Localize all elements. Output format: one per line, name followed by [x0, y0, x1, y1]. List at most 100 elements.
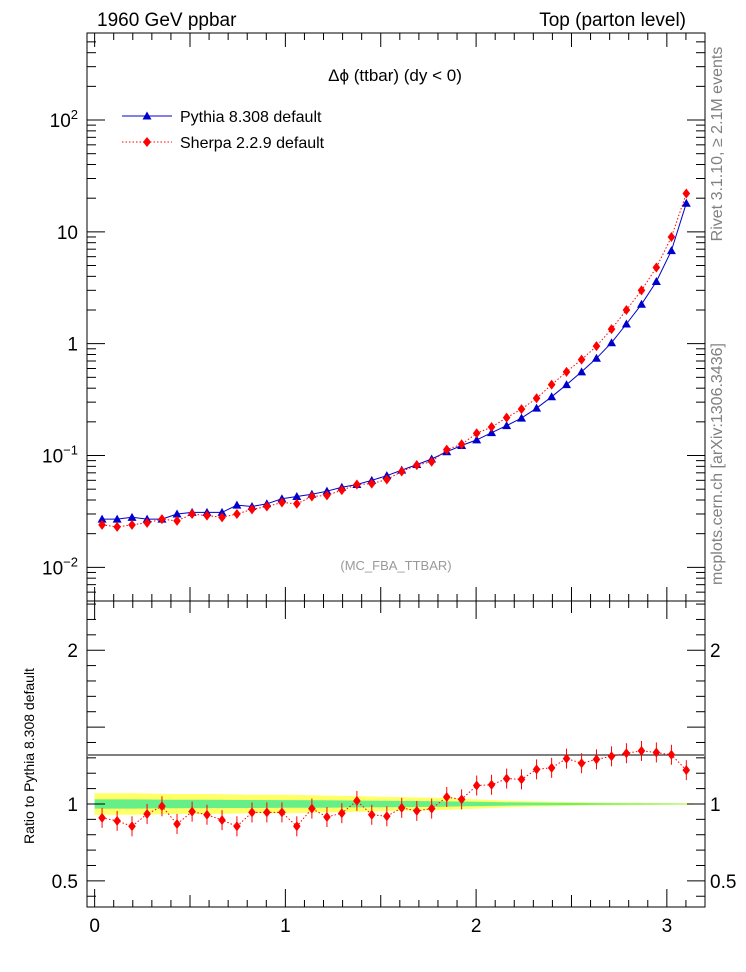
ratio-point	[457, 794, 466, 805]
pythia-point	[532, 403, 542, 412]
ratio-point	[293, 821, 301, 832]
ratio-point	[577, 758, 586, 769]
legend-sherpa-label: Sherpa 2.2.9 default	[180, 135, 325, 152]
legend-sherpa-marker	[143, 137, 151, 147]
pythia-point	[636, 299, 646, 308]
pythia-point	[651, 276, 661, 285]
ratio-series-layer	[98, 740, 691, 837]
ratio-ytick-label-right: 2	[710, 641, 721, 662]
main-ytick-label: 10−1	[42, 443, 78, 468]
ratio-point	[233, 821, 241, 832]
sherpa-point	[547, 379, 556, 390]
ratio-point	[113, 815, 121, 826]
sherpa-point	[502, 412, 511, 423]
sherpa-point	[427, 456, 436, 467]
header-left: 1960 GeV ppbar	[97, 10, 237, 31]
ratio-point	[592, 754, 601, 765]
sherpa-point	[128, 519, 136, 530]
sherpa-point	[113, 521, 121, 532]
ratio-point	[682, 765, 691, 776]
series-line-0	[102, 203, 687, 520]
pythia-point	[487, 428, 497, 437]
sherpa-point	[233, 508, 241, 519]
sherpa-point	[397, 466, 406, 477]
ratio-point	[637, 745, 646, 756]
ratio-point	[607, 751, 616, 762]
sherpa-point	[263, 501, 271, 512]
legend-pythia-marker	[142, 111, 152, 120]
pythia-point	[517, 413, 527, 422]
ratio-point	[203, 809, 211, 820]
pythia-point	[97, 514, 107, 523]
sherpa-point	[487, 421, 496, 432]
pythia-point	[217, 507, 227, 516]
pythia-point	[591, 353, 601, 362]
sherpa-point	[203, 510, 211, 521]
ratio-point	[188, 806, 196, 817]
pythia-point	[621, 319, 631, 328]
x-axis-ticks: 0 1 2 3	[89, 601, 687, 937]
xtick-label: 1	[280, 916, 291, 937]
sherpa-point	[278, 497, 286, 508]
sherpa-point	[188, 508, 196, 519]
ratio-point	[338, 808, 346, 819]
main-series-layer	[97, 188, 691, 532]
pythia-point	[232, 500, 242, 509]
ratio-point	[472, 780, 481, 791]
ratio-point	[427, 803, 436, 814]
pythia-point	[666, 246, 676, 255]
sherpa-point	[637, 285, 646, 296]
sherpa-point	[457, 439, 466, 450]
xtick-label: 2	[471, 916, 482, 937]
ratio-point	[173, 818, 181, 829]
pythia-point	[577, 367, 587, 376]
sherpa-point	[652, 262, 661, 273]
ratio-point	[502, 773, 511, 784]
sherpa-point	[383, 474, 391, 485]
ratio-point	[397, 802, 406, 813]
ratio-ytick-label-left: 0.5	[52, 872, 78, 893]
pythia-point	[172, 509, 182, 518]
main-panel: 10−2 10−1 1 10 102 Δϕ (ttbar) (dy < 0) (MC_F…	[42, 32, 706, 602]
ratio-point	[248, 807, 256, 818]
ratio-point	[487, 779, 496, 790]
watermark: (MC_FBA_TTBAR)	[340, 558, 451, 573]
sherpa-point	[248, 504, 256, 515]
ratio-point	[517, 774, 526, 785]
sherpa-point	[607, 324, 616, 335]
ratio-point	[532, 764, 541, 775]
sherpa-point	[158, 514, 166, 525]
pythia-point	[292, 491, 302, 500]
legend-pythia-label: Pythia 8.308 default	[180, 109, 322, 126]
ratio-point	[263, 807, 271, 818]
xtick-label: 0	[89, 916, 100, 937]
ratio-point	[562, 753, 571, 764]
ratio-panel: 0.5 0.5 1 1 2 2 0 1 2 3 Ratio to Pythia 8.308 de…	[21, 600, 736, 937]
sherpa-point	[353, 479, 361, 490]
main-title: Δϕ (ttbar) (dy < 0)	[328, 66, 462, 85]
ratio-point	[308, 803, 316, 814]
sherpa-point	[218, 512, 226, 523]
ratio-point	[128, 821, 136, 832]
ratio-point	[158, 801, 166, 812]
sherpa-point	[412, 460, 421, 471]
sherpa-point	[622, 305, 631, 316]
pythia-point	[127, 512, 137, 521]
ratio-point	[547, 762, 556, 773]
sherpa-point	[143, 517, 151, 528]
sherpa-point	[293, 498, 301, 509]
pythia-point	[562, 380, 572, 389]
series-line-1	[102, 193, 687, 528]
pythia-point	[607, 338, 617, 347]
pythia-point	[547, 392, 557, 401]
ratio-ytick-label-right: 0.5	[710, 872, 736, 893]
sherpa-point	[472, 428, 481, 439]
main-ytick-label: 10−2	[42, 554, 78, 579]
header-right: Top (parton level)	[539, 10, 686, 31]
main-y-ticks: 10−2 10−1 1 10 102	[42, 32, 705, 602]
sherpa-point	[442, 444, 451, 455]
ratio-ytick-label-right: 1	[710, 795, 721, 816]
ratio-uncertainty-bands	[94, 793, 694, 815]
ratio-point	[278, 807, 286, 818]
sherpa-point	[532, 393, 541, 404]
